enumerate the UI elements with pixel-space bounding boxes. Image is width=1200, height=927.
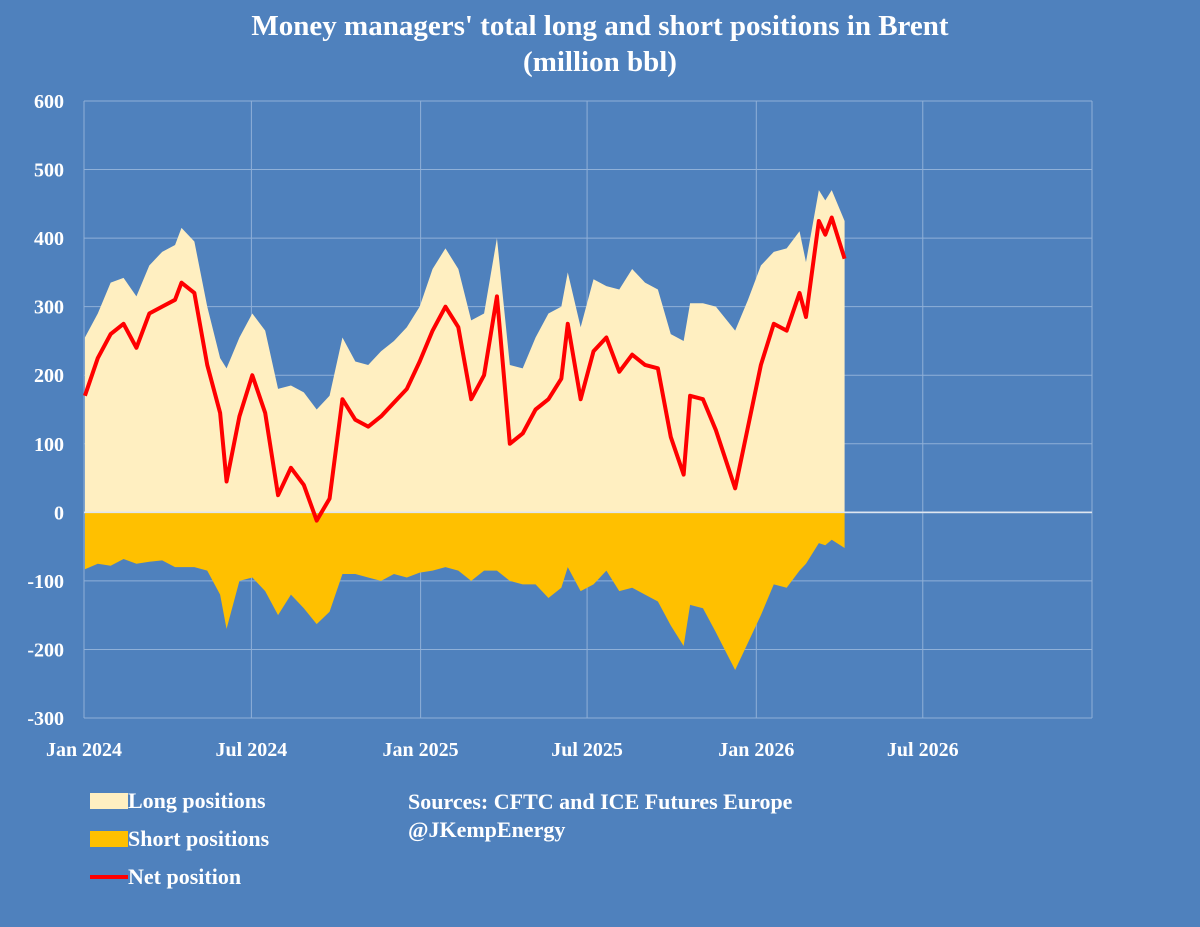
legend-item-net: Net position <box>90 858 269 896</box>
x-tick-label: Jul 2025 <box>551 739 623 761</box>
y-tick-label: 300 <box>34 297 64 319</box>
legend-label: Long positions <box>128 788 266 813</box>
y-tick-label: 0 <box>54 502 64 524</box>
y-tick-label: 400 <box>34 228 64 250</box>
author-handle: @JKempEnergy <box>408 817 566 842</box>
subtitle-line: (million bbl) <box>523 46 677 78</box>
short-positions-area <box>84 512 845 671</box>
legend: Long positions Short positions Net posit… <box>90 782 269 896</box>
y-tick-label: 100 <box>34 434 64 456</box>
legend-swatch-net <box>90 875 128 879</box>
title-line: Money managers' total long and short pos… <box>251 10 949 42</box>
x-tick-label: Jul 2024 <box>216 739 288 761</box>
legend-item-short: Short positions <box>90 820 269 858</box>
legend-label: Short positions <box>128 826 270 851</box>
x-tick-label: Jan 2026 <box>718 739 794 761</box>
chart-title: Money managers' total long and short pos… <box>0 8 1200 80</box>
y-tick-label: 500 <box>34 160 64 182</box>
y-tick-label: 600 <box>34 91 64 113</box>
legend-swatch-long <box>90 793 128 809</box>
y-tick-label: 200 <box>34 365 64 387</box>
x-tick-label: Jan 2025 <box>383 739 459 761</box>
legend-item-long: Long positions <box>90 782 269 820</box>
y-tick-label: -200 <box>27 639 64 661</box>
x-tick-label: Jul 2026 <box>887 739 959 761</box>
y-tick-label: -300 <box>27 708 64 730</box>
long-positions-area <box>84 190 845 513</box>
sources-text: Sources: CFTC and ICE Futures Europe <box>408 789 793 814</box>
legend-swatch-short <box>90 831 128 847</box>
y-tick-label: -100 <box>27 571 64 593</box>
x-tick-label: Jan 2024 <box>46 739 122 761</box>
legend-label: Net position <box>128 864 242 889</box>
sources-note: Sources: CFTC and ICE Futures Europe @JK… <box>408 788 792 844</box>
